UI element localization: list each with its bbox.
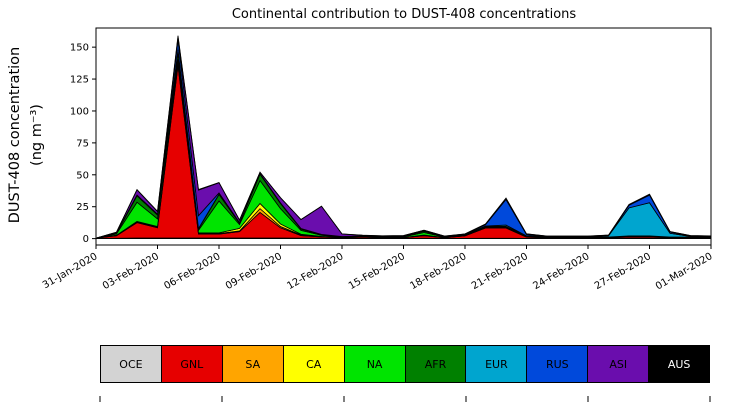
legend-item-NA: NA (343, 345, 406, 383)
x-tick-label: 18-Feb-2020 (408, 251, 468, 292)
x-tick-label: 15-Feb-2020 (347, 251, 407, 292)
legend-item-ASI: ASI (587, 345, 650, 383)
x-tick-label: 31-Jan-2020 (41, 251, 100, 291)
y-tick-label: 150 (70, 43, 89, 54)
legend-item-AUS: AUS (648, 345, 711, 383)
x-tick-label: 27-Feb-2020 (593, 251, 653, 292)
y-tick-label: 0 (83, 234, 89, 245)
y-tick-label: 100 (70, 106, 89, 117)
y-tick-label: 50 (76, 170, 89, 181)
x-tick-label: 21-Feb-2020 (470, 251, 530, 292)
y-tick-label: 75 (76, 138, 89, 149)
legend-item-SA: SA (221, 345, 284, 383)
legend-item-EUR: EUR (465, 345, 528, 383)
x-tick-label: 24-Feb-2020 (531, 251, 591, 292)
x-tick-label: 06-Feb-2020 (162, 251, 222, 292)
x-tick-label: 03-Feb-2020 (101, 251, 161, 292)
continent-legend: OCE GNL SA CA NA AFR EUR RUS ASI AUS (100, 345, 711, 383)
stacked-area-plot: 0 25 50 75 100 125 150 31-Jan-2020 03-Feb-2020 06… (41, 27, 715, 292)
legend-item-OCE: OCE (100, 345, 162, 383)
legend-item-CA: CA (282, 345, 345, 383)
legend-item-RUS: RUS (526, 345, 589, 383)
y-tick-label: 125 (70, 75, 89, 86)
legend-item-AFR: AFR (404, 345, 467, 383)
x-tick-label: 01-Mar-2020 (654, 251, 715, 292)
y-tick-label: 25 (76, 202, 89, 213)
x-tick-label: 09-Feb-2020 (224, 251, 284, 292)
x-tick-label: 12-Feb-2020 (285, 251, 345, 292)
chart-title: Continental contribution to DUST-408 con… (231, 7, 577, 22)
legend-item-GNL: GNL (160, 345, 223, 383)
